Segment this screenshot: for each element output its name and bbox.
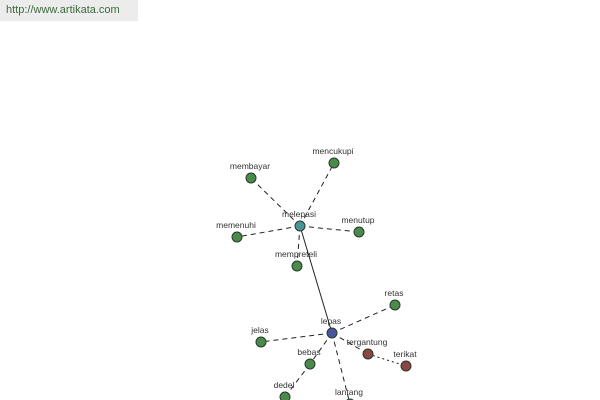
edge: [236, 225, 301, 238]
edge: [299, 225, 360, 233]
word-node[interactable]: [304, 358, 316, 370]
word-node[interactable]: [328, 157, 340, 169]
edge: [284, 363, 311, 398]
word-node[interactable]: [245, 172, 257, 184]
site-url[interactable]: http://www.artikata.com: [0, 0, 138, 21]
word-label: tergantung: [347, 337, 388, 347]
word-node[interactable]: [291, 260, 303, 272]
edge: [250, 177, 301, 227]
word-label: mempreteli: [275, 249, 317, 259]
word-label: jelas: [250, 325, 268, 335]
word-label: lantang: [335, 387, 363, 397]
word-node[interactable]: [255, 336, 267, 348]
edge: [299, 225, 333, 334]
word-node[interactable]: [294, 220, 306, 232]
edge: [331, 332, 350, 400]
word-node[interactable]: [326, 327, 338, 339]
word-label: melepasi: [282, 209, 316, 219]
edge: [331, 304, 396, 334]
word-label: terikat: [393, 349, 417, 359]
word-label: bebas: [297, 347, 320, 357]
word-node[interactable]: [389, 299, 401, 311]
word-label: membayar: [230, 161, 270, 171]
word-node[interactable]: [362, 348, 374, 360]
word-node[interactable]: [400, 360, 412, 372]
word-node[interactable]: [231, 231, 243, 243]
word-label: dedel: [274, 380, 295, 390]
word-label: lepas: [321, 316, 341, 326]
word-node[interactable]: [279, 391, 291, 400]
edge: [309, 332, 333, 365]
word-label: memenuhi: [216, 220, 256, 230]
edge: [299, 162, 335, 227]
word-label: mencukupi: [312, 146, 353, 156]
word-node[interactable]: [353, 226, 365, 238]
edge: [367, 353, 407, 367]
edge: [296, 225, 301, 267]
word-label: retas: [385, 288, 404, 298]
word-label: menutup: [341, 215, 374, 225]
edge: [331, 332, 369, 355]
edge: [260, 332, 333, 343]
